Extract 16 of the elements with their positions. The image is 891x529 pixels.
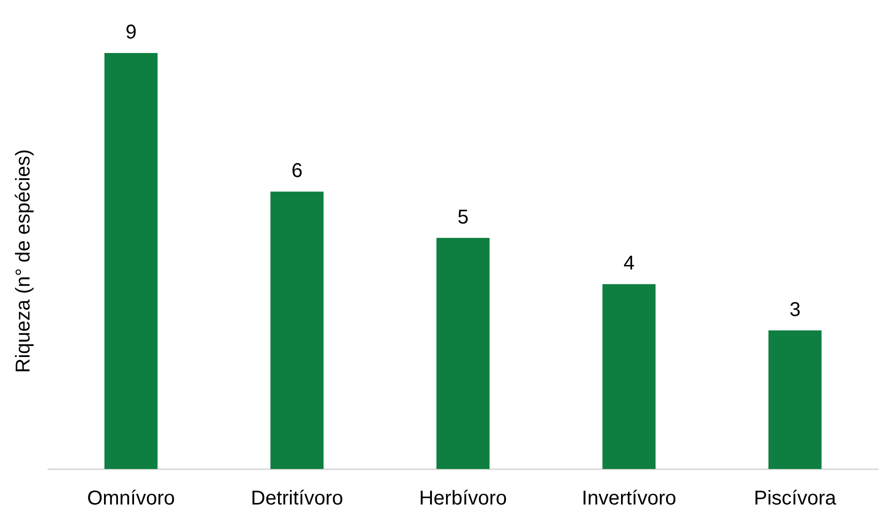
data-label: 5 <box>457 206 469 228</box>
x-tick-label: Invertívoro <box>582 488 676 510</box>
bar <box>768 330 822 469</box>
x-tick-label: Omnívoro <box>87 488 175 510</box>
x-tick-label: Herbívoro <box>419 488 507 510</box>
data-label: 4 <box>623 252 635 275</box>
x-tick-label: Detritívoro <box>250 488 344 510</box>
bar <box>270 192 324 469</box>
bar <box>104 53 158 469</box>
x-tick-label: Piscívora <box>754 488 837 510</box>
data-label: 6 <box>291 160 303 182</box>
data-label: 9 <box>125 22 137 44</box>
data-label: 3 <box>789 298 801 321</box>
bar <box>602 284 656 469</box>
y-axis-title: Riqueza (n° de espécies) <box>12 149 35 373</box>
bar <box>436 238 490 469</box>
